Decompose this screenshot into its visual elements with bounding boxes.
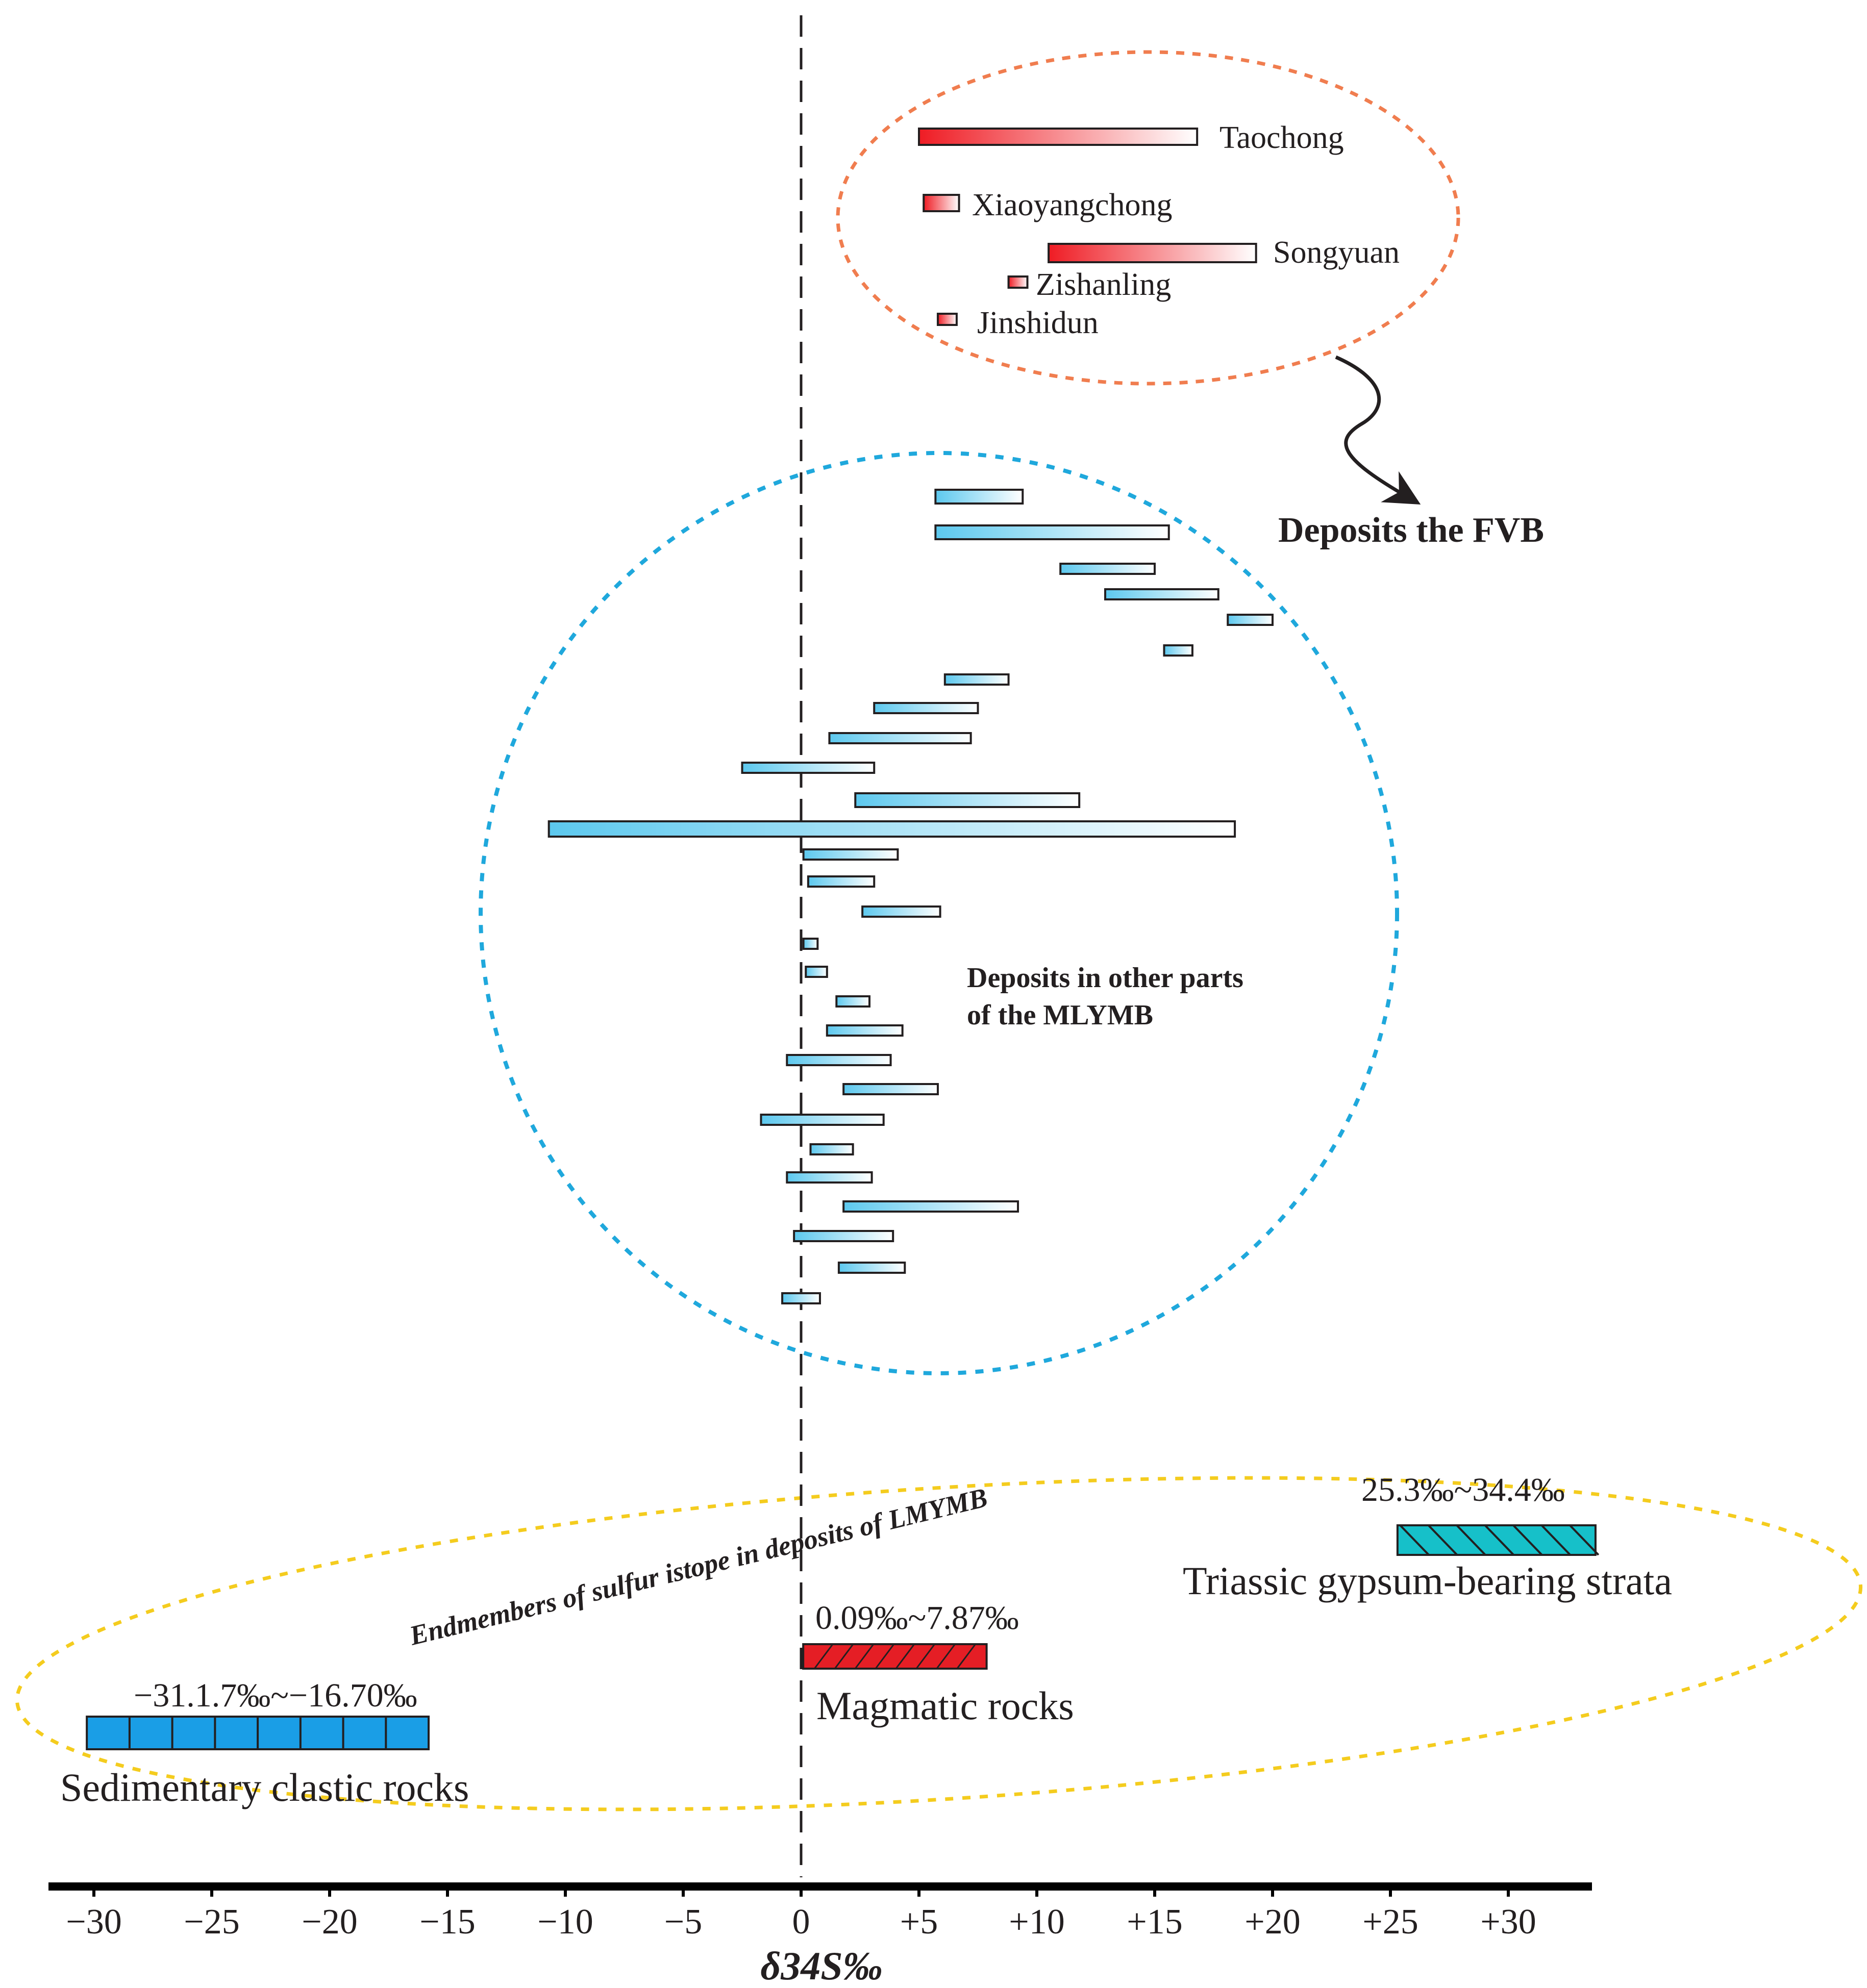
x-axis-tick-label: +30 xyxy=(1480,1902,1536,1942)
mlymb-label-line2: of the MLYMB xyxy=(967,999,1153,1031)
mlymb-bar xyxy=(861,905,941,918)
mlymb-bar xyxy=(1059,563,1156,575)
fvb-label-jinshidun: Jinshidun xyxy=(977,306,1099,340)
fvb-bar-songyuan xyxy=(1048,243,1257,263)
mlymb-bar xyxy=(802,938,819,950)
x-axis-tick-label: −30 xyxy=(66,1902,121,1942)
gypsum-bar xyxy=(1396,1524,1597,1556)
fvb-bars xyxy=(918,128,1257,326)
gypsum-bar-hatch xyxy=(1540,1524,1571,1556)
fvb-group-ellipse xyxy=(836,50,1460,386)
x-axis-tick-label: +25 xyxy=(1362,1902,1418,1942)
mlymb-bar xyxy=(842,1200,1019,1213)
mlymb-bar xyxy=(741,762,876,774)
mlymb-bar xyxy=(1227,614,1274,626)
mlymb-bar xyxy=(842,1083,939,1095)
gypsum-name-label: Triassic gypsum-bearing strata xyxy=(1183,1558,1672,1603)
mlymb-bar xyxy=(760,1114,885,1126)
mlymb-bar xyxy=(786,1054,892,1066)
mlymb-bar xyxy=(826,1024,904,1037)
fvb-bar-xiaoyangchong xyxy=(923,194,960,212)
x-axis-tick-label: −25 xyxy=(184,1902,239,1942)
mlymb-bar xyxy=(802,848,899,861)
magmatic-bar-hatch xyxy=(915,1644,935,1669)
magmatic-bar-hatch xyxy=(875,1644,895,1669)
fvb-group-title: Deposits the FVB xyxy=(1278,511,1544,550)
gypsum-bar-hatch xyxy=(1428,1524,1458,1556)
magmatic-bar-hatch xyxy=(895,1644,915,1669)
mlymb-bar xyxy=(786,1171,873,1184)
fvb-pointer-arrow xyxy=(1335,355,1421,505)
mlymb-bar xyxy=(1104,588,1219,600)
x-axis-tick-label: +15 xyxy=(1127,1902,1182,1942)
magmatic-name-label: Magmatic rocks xyxy=(816,1683,1074,1728)
gypsum-bar-hatch xyxy=(1399,1524,1430,1556)
mlymb-bar xyxy=(837,1262,906,1274)
x-axis-tick-label: +20 xyxy=(1244,1902,1300,1942)
endmember-group-ellipse xyxy=(15,1476,1863,1811)
fvb-label-taochong: Taochong xyxy=(1219,120,1344,155)
mlymb-bars xyxy=(547,489,1274,1304)
fvb-bar-jinshidun xyxy=(936,313,958,326)
fvb-label-xiaoyangchong: Xiaoyangchong xyxy=(972,188,1173,222)
gypsum-bar-hatch xyxy=(1484,1524,1514,1556)
endmember-bars xyxy=(86,1524,1600,1750)
mlymb-bar xyxy=(943,673,1010,686)
magmatic-bar-hatch xyxy=(936,1644,956,1669)
mlymb-group-ellipse xyxy=(479,451,1399,1375)
gypsum-bar-hatch xyxy=(1456,1524,1486,1556)
mlymb-bar xyxy=(781,1292,821,1304)
x-axis-tick-label: 0 xyxy=(792,1902,810,1942)
gypsum-bar-hatch xyxy=(1569,1524,1600,1556)
gypsum-range-label: 25.3‰~34.4‰ xyxy=(1361,1471,1565,1508)
sedimentary-name-label: Sedimentary clastic rocks xyxy=(60,1765,469,1809)
x-axis-tick-label: +5 xyxy=(900,1902,938,1942)
gypsum-bar-hatch xyxy=(1512,1524,1543,1556)
fvb-labels: Taochong Xiaoyangchong Songyuan Zishanli… xyxy=(972,120,1400,340)
sedimentary-range-label: −31.1.7‰~−16.70‰ xyxy=(134,1677,417,1714)
mlymb-bar xyxy=(793,1230,894,1242)
mlymb-bar xyxy=(828,732,972,744)
x-axis-tick-label: −15 xyxy=(419,1902,475,1942)
x-axis-tick-label: +10 xyxy=(1009,1902,1064,1942)
mlymb-bar xyxy=(805,966,828,978)
x-axis-tick-label: −10 xyxy=(537,1902,593,1942)
mlymb-bar xyxy=(547,820,1236,838)
magmatic-bar-hatch xyxy=(813,1644,834,1669)
fvb-label-zishanling: Zishanling xyxy=(1036,267,1171,302)
mlymb-bar xyxy=(934,524,1170,540)
x-axis-tick-label: −5 xyxy=(664,1902,702,1942)
magmatic-bar xyxy=(802,1643,988,1670)
mlymb-bar xyxy=(835,995,870,1008)
mlymb-label-line1: Deposits in other parts xyxy=(967,962,1243,994)
mlymb-bar xyxy=(809,1143,854,1155)
magmatic-bar-hatch xyxy=(956,1644,976,1669)
x-axis-ticks: −30 −25 −20 −15 −10 −5 0 +5 +10 +15 +20 +25 +30 xyxy=(66,1882,1536,1942)
mlymb-bar xyxy=(934,489,1024,505)
fvb-bar-taochong xyxy=(918,128,1199,146)
mlymb-bar xyxy=(854,792,1081,808)
fvb-bar-zishanling xyxy=(1007,275,1029,289)
magmatic-range-label: 0.09‰~7.87‰ xyxy=(815,1599,1019,1637)
magmatic-bar-hatch xyxy=(834,1644,854,1669)
x-axis-tick-label: −20 xyxy=(302,1902,357,1942)
mlymb-bar xyxy=(807,875,876,888)
fvb-label-songyuan: Songyuan xyxy=(1273,235,1400,270)
mlymb-bar xyxy=(873,702,979,714)
x-axis-title: δ34S‰ xyxy=(760,1944,882,1988)
magmatic-bar-hatch xyxy=(854,1644,875,1669)
mlymb-bar xyxy=(1163,644,1193,657)
